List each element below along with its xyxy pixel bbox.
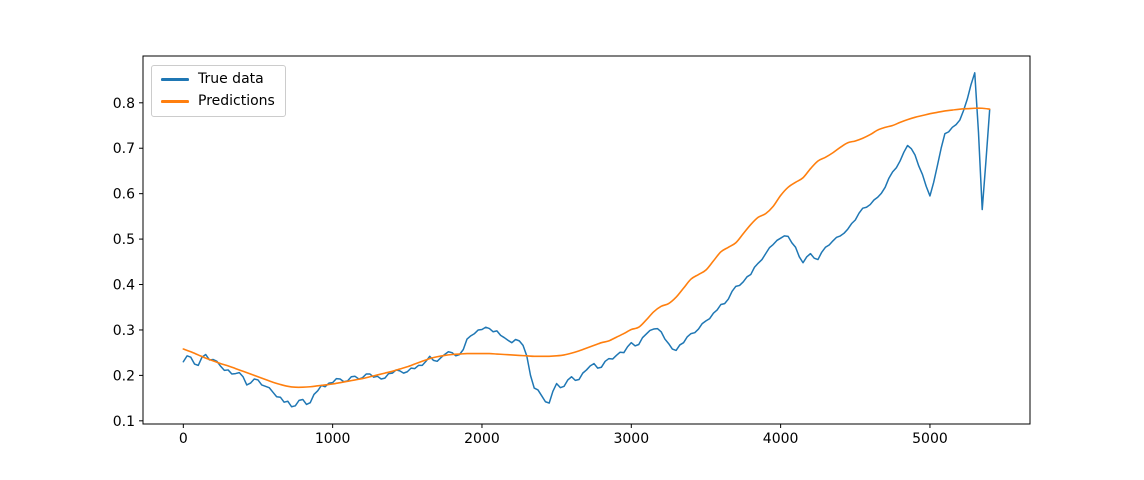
legend: True data Predictions (151, 65, 286, 117)
predictions-line (182, 107, 991, 389)
x-tick-label: 3000 (613, 431, 649, 447)
legend-label-true-data: True data (198, 71, 264, 87)
x-tick-label: 2000 (464, 431, 500, 447)
x-tick-label: 1000 (315, 431, 351, 447)
x-tick-label: 0 (179, 431, 188, 447)
true-data-line (182, 72, 991, 408)
x-tick-label: 5000 (912, 431, 948, 447)
y-tick-label: 0.5 (113, 232, 135, 248)
legend-item-true-data: True data (161, 71, 275, 88)
legend-label-predictions: Predictions (198, 93, 275, 109)
plot-area-border (142, 55, 1031, 425)
legend-item-predictions: Predictions (161, 93, 275, 110)
predictions-line-swatch (161, 100, 189, 103)
y-tick-label: 0.8 (113, 96, 135, 112)
true-data-line-swatch (161, 78, 189, 81)
y-tick-label: 0.7 (113, 141, 135, 157)
y-tick-label: 0.2 (113, 368, 135, 384)
y-tick-label: 0.3 (113, 323, 135, 339)
y-tick-label: 0.6 (113, 187, 135, 203)
y-tick-label: 0.1 (113, 414, 135, 430)
x-tick-label: 4000 (763, 431, 799, 447)
y-tick-label: 0.4 (113, 278, 135, 294)
